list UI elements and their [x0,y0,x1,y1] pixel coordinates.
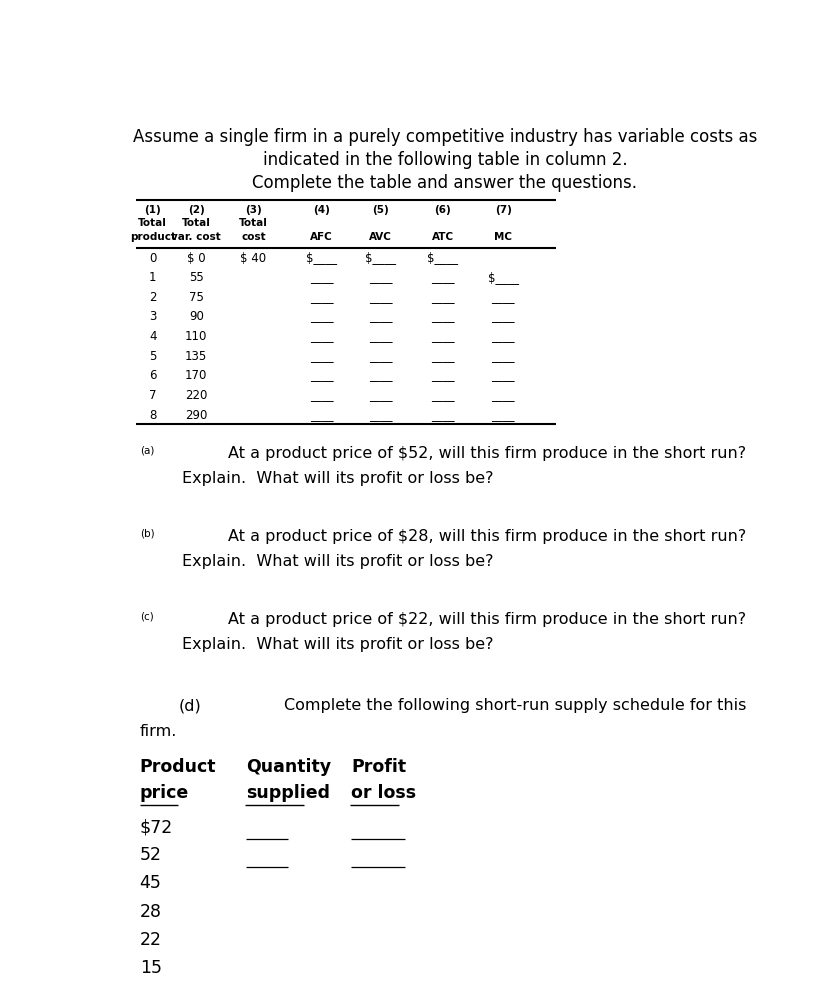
Text: or loss: or loss [351,785,416,803]
Text: ____: ____ [310,350,334,363]
Text: ____: ____ [310,311,334,323]
Text: 8: 8 [149,408,157,422]
Text: ____: ____ [369,388,392,402]
Text: ____: ____ [431,350,454,363]
Text: (5): (5) [372,205,389,215]
Text: ____: ____ [310,388,334,402]
Text: ____: ____ [310,408,334,422]
Text: $____: $____ [365,251,396,264]
Text: supplied: supplied [246,785,330,803]
Text: ____: ____ [491,370,515,383]
Text: ____: ____ [310,330,334,343]
Text: ____: ____ [491,311,515,323]
Text: Complete the table and answer the questions.: Complete the table and answer the questi… [252,174,638,191]
Text: var. cost: var. cost [171,232,221,242]
Text: 45: 45 [140,875,162,892]
Text: Total: Total [182,219,210,229]
Text: ____: ____ [431,330,454,343]
Text: At a product price of $22, will this firm produce in the short run?: At a product price of $22, will this fir… [228,612,747,627]
Text: ____: ____ [491,388,515,402]
Text: 22: 22 [140,931,162,949]
Text: 135: 135 [185,350,207,363]
Text: 2: 2 [149,291,157,304]
Text: ____: ____ [431,370,454,383]
Text: Total: Total [239,219,268,229]
Text: 4: 4 [149,330,157,343]
Text: 15: 15 [140,958,162,977]
Text: ____: ____ [491,350,515,363]
Text: ATC: ATC [432,232,453,242]
Text: 52: 52 [140,846,162,865]
Text: (c): (c) [140,612,153,622]
Text: $____: $____ [306,251,337,264]
Text: ____: ____ [431,271,454,284]
Text: 170: 170 [185,370,207,383]
Text: Quantity: Quantity [246,758,331,776]
Text: 110: 110 [185,330,207,343]
Text: ____: ____ [369,370,392,383]
Text: ____: ____ [310,271,334,284]
Text: ____: ____ [369,330,392,343]
Text: ____: ____ [431,388,454,402]
Text: ____: ____ [491,330,515,343]
Text: (6): (6) [434,205,451,215]
Text: product: product [130,232,176,242]
Text: (2): (2) [188,205,204,215]
Text: (a): (a) [140,446,154,456]
Text: At a product price of $52, will this firm produce in the short run?: At a product price of $52, will this fir… [228,446,747,460]
Text: (d): (d) [178,698,201,713]
Text: ____: ____ [369,311,392,323]
Text: ____: ____ [310,370,334,383]
Text: price: price [140,785,189,803]
Text: ____: ____ [310,291,334,304]
Text: 75: 75 [189,291,204,304]
Text: (1): (1) [144,205,161,215]
Text: (b): (b) [140,528,154,538]
Text: ____: ____ [491,291,515,304]
Text: Assume a single firm in a purely competitive industry has variable costs as: Assume a single firm in a purely competi… [132,127,758,146]
Text: Complete the following short-run supply schedule for this: Complete the following short-run supply … [284,698,747,713]
Text: AFC: AFC [310,232,334,242]
Text: 90: 90 [189,311,204,323]
Text: (7): (7) [494,205,511,215]
Text: $____: $____ [427,251,458,264]
Text: Explain.  What will its profit or loss be?: Explain. What will its profit or loss be… [182,554,494,569]
Text: ____: ____ [369,350,392,363]
Text: ____: ____ [431,408,454,422]
Text: Explain.  What will its profit or loss be?: Explain. What will its profit or loss be… [182,637,494,653]
Text: $ 40: $ 40 [241,251,266,264]
Text: (3): (3) [246,205,262,215]
Text: MC: MC [494,232,512,242]
Text: 3: 3 [149,311,157,323]
Text: ____: ____ [431,291,454,304]
Text: 5: 5 [149,350,157,363]
Text: 290: 290 [185,408,207,422]
Text: 1: 1 [149,271,157,284]
Text: 55: 55 [189,271,204,284]
Text: ____: ____ [369,271,392,284]
Text: 7: 7 [149,388,157,402]
Text: Profit: Profit [351,758,406,776]
Text: AVC: AVC [370,232,392,242]
Text: cost: cost [241,232,266,242]
Text: $72: $72 [140,818,173,836]
Text: ____: ____ [369,291,392,304]
Text: ____: ____ [431,311,454,323]
Text: Explain.  What will its profit or loss be?: Explain. What will its profit or loss be… [182,471,494,486]
Text: ____: ____ [369,408,392,422]
Text: (4): (4) [313,205,330,215]
Text: 0: 0 [149,251,157,264]
Text: 220: 220 [185,388,207,402]
Text: $ 0: $ 0 [187,251,205,264]
Text: ____: ____ [491,408,515,422]
Text: 6: 6 [149,370,157,383]
Text: indicated in the following table in column 2.: indicated in the following table in colu… [262,151,628,169]
Text: At a product price of $28, will this firm produce in the short run?: At a product price of $28, will this fir… [228,528,747,543]
Text: Product: Product [140,758,216,776]
Text: Total: Total [138,219,168,229]
Text: firm.: firm. [140,724,177,739]
Text: $____: $____ [488,271,519,284]
Text: 28: 28 [140,902,162,921]
